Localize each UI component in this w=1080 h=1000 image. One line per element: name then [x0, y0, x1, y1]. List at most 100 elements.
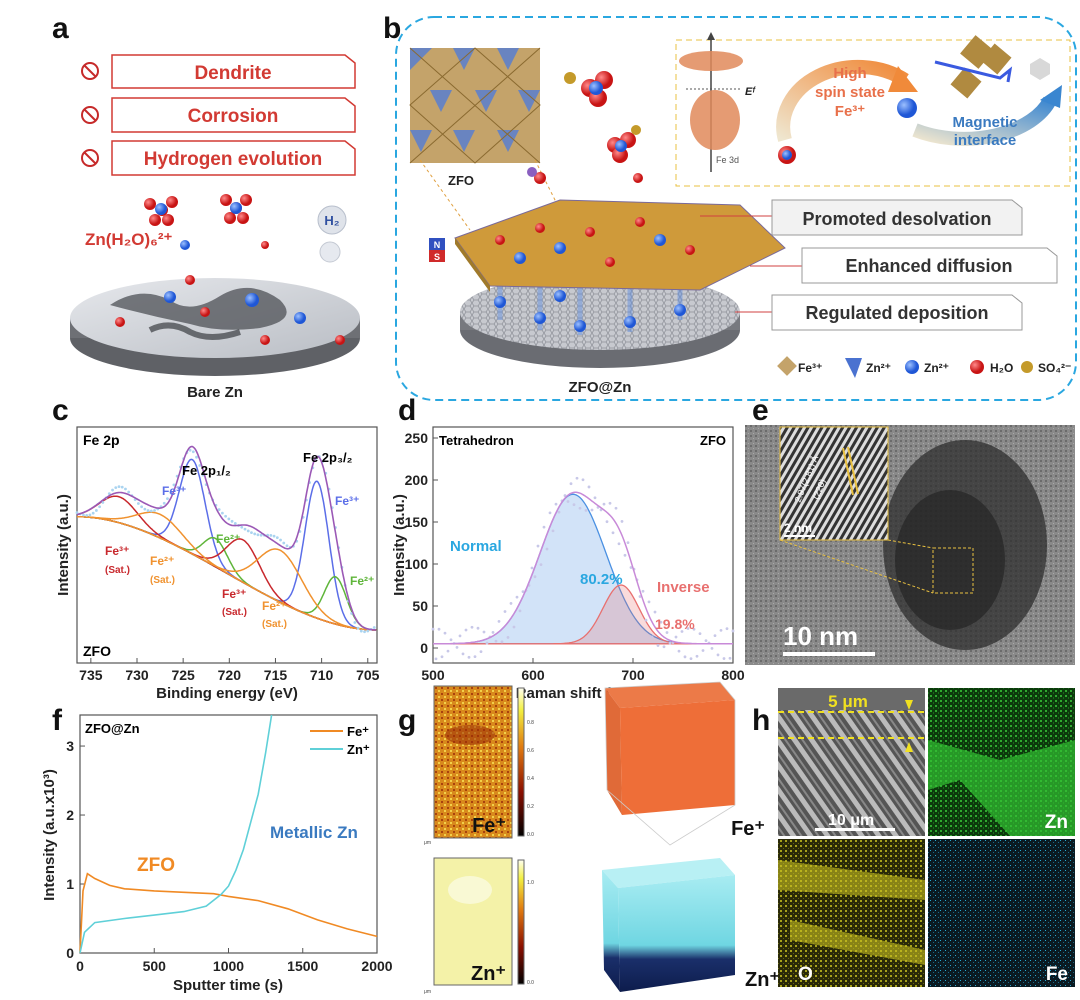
data-point [572, 503, 576, 507]
panel-label-h: h [752, 704, 770, 737]
effect-label: Regulated deposition [805, 303, 988, 323]
data-point [461, 652, 465, 656]
data-point [279, 538, 282, 542]
data-point [191, 450, 195, 454]
data-point [530, 566, 534, 570]
colorbar-tick: 0.2 [527, 804, 534, 810]
data-point [136, 502, 140, 505]
zn-3d-cube [602, 858, 735, 992]
x-tick-label: 730 [125, 667, 149, 683]
data-point [701, 649, 705, 652]
data-point [590, 508, 594, 512]
annotation-zfo: ZFO [137, 855, 175, 876]
data-point [124, 487, 127, 491]
hydrogen-label: H₂ [324, 213, 339, 228]
data-point [512, 625, 516, 629]
data-point [476, 626, 480, 630]
data-point [539, 563, 543, 567]
data-point [641, 589, 645, 593]
sulfate-icon [1021, 361, 1033, 373]
colorbar-tick: 0.6 [527, 748, 534, 754]
fe-octahedron-icon [777, 356, 797, 376]
data-point [614, 506, 618, 510]
data-point [256, 533, 260, 537]
x-tick-label: 710 [310, 667, 334, 683]
zfo-zn-disc [454, 199, 786, 368]
data-point [515, 595, 519, 599]
data-point [665, 631, 669, 634]
fe-3d-label: Fe 3d [716, 155, 739, 165]
y-axis-label: Intensity (a.u.x10³) [41, 769, 58, 901]
data-point [253, 532, 257, 536]
data-point [518, 609, 522, 613]
data-point [269, 533, 273, 537]
data-point [470, 625, 474, 629]
data-point [719, 629, 723, 632]
solvated-ions [527, 71, 643, 184]
chart-title: Tetrahedron [439, 433, 514, 448]
data-point [620, 520, 624, 523]
envelope-line [433, 491, 733, 645]
data-point [668, 641, 672, 645]
data-point [662, 645, 666, 649]
panel-label-d: d [398, 394, 416, 427]
data-point [611, 531, 615, 535]
data-point [149, 509, 153, 513]
data-point [467, 655, 471, 659]
data-point [674, 635, 678, 639]
data-point [608, 501, 612, 505]
colorbar-tick: 1.0 [527, 880, 534, 886]
effect-labels: Promoted desolvation Enhanced diffusion … [700, 199, 1058, 331]
data-point [626, 541, 630, 545]
data-point [629, 566, 633, 569]
fe-eds-label: Fe [1046, 964, 1068, 985]
spin-text: Fe³⁺ [835, 103, 866, 120]
legend-label: Zn⁺ [347, 742, 370, 757]
data-point [680, 630, 684, 633]
component-fe2sat [77, 511, 377, 631]
data-point [623, 553, 627, 557]
x-tick-label: 1000 [213, 958, 244, 974]
legend-label: Zn²⁺ [924, 361, 949, 375]
colorbar [517, 859, 525, 985]
o-eds-label: O [798, 964, 813, 985]
legend-label: Fe⁺ [347, 724, 369, 739]
annotation: Fe³⁺ [105, 544, 129, 558]
bare-zn-label: Bare Zn [187, 384, 243, 401]
peak-title: Fe 2p₃/₂ [303, 450, 353, 465]
annotation: Fe²⁺ [350, 574, 374, 588]
data-point [545, 547, 549, 551]
data-point [566, 500, 570, 503]
scale-bar-label: 10 nm [783, 621, 858, 651]
sem-scale-label: 10 μm [828, 812, 874, 829]
issue-dendrite: Dendrite [81, 54, 356, 89]
data-point [437, 627, 441, 631]
issue-hydrogen-evolution: Hydrogen evolution [81, 140, 356, 176]
panel-c-xps-chart: c 735 730 725 720 715 710 705 Fe 2p ZFO Fe 2p₁… [52, 394, 380, 702]
prohibited-icon [81, 106, 99, 124]
data-point [98, 505, 102, 509]
panel-label-a: a [52, 12, 69, 45]
effect-box-diffusion [801, 247, 1058, 284]
scale-bar [783, 652, 875, 656]
colorbar-tick: 0.8 [527, 720, 534, 726]
panel-b: b ZFO Eᶠ Fe 3d High spin state [383, 12, 1077, 401]
y-tick-label: 100 [405, 556, 429, 572]
fermi-level-label: Eᶠ [745, 86, 756, 98]
data-point [114, 486, 118, 490]
x-tick-label: 1500 [287, 958, 318, 974]
data-point [713, 634, 717, 638]
data-point [686, 627, 690, 630]
hrtem-inset [779, 426, 889, 541]
magnet-south: S [434, 252, 440, 262]
corner-label: ZFO@Zn [85, 721, 140, 736]
panel-f-tof-sims-chart: f 0 500 1000 1500 2000 0 1 2 3 ZFO@Zn Fe⁺ Zn⁺ ZF… [41, 704, 393, 994]
data-point [581, 478, 585, 482]
data-point [617, 542, 621, 546]
data-point [542, 525, 546, 529]
data-point [725, 627, 729, 631]
data-point [431, 627, 435, 631]
data-point [117, 485, 121, 489]
data-point [91, 511, 95, 515]
